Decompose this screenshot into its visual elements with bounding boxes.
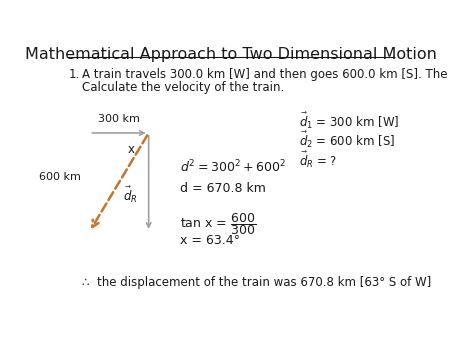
Text: A train travels 300.0 km [W] and then goes 600.0 km [S]. The trip takes 11.0 h.: A train travels 300.0 km [W] and then go… (82, 68, 450, 81)
Text: $\vec{d}_R$ = ?: $\vec{d}_R$ = ? (299, 150, 337, 170)
Text: $d^2 = 300^2 + 600^2$: $d^2 = 300^2 + 600^2$ (180, 159, 286, 175)
Text: x: x (128, 143, 135, 156)
Text: ∴  the displacement of the train was 670.8 km [63° S of W]: ∴ the displacement of the train was 670.… (82, 276, 432, 289)
Text: tan x = $\dfrac{600}{300}$: tan x = $\dfrac{600}{300}$ (180, 211, 256, 237)
Text: Mathematical Approach to Two Dimensional Motion: Mathematical Approach to Two Dimensional… (25, 47, 436, 62)
Text: $\vec{d}_2$ = 600 km [S]: $\vec{d}_2$ = 600 km [S] (299, 130, 395, 150)
Text: d = 670.8 km: d = 670.8 km (180, 183, 266, 195)
Text: 600 km: 600 km (39, 172, 81, 182)
Text: 1.: 1. (68, 68, 80, 81)
Text: x = 63.4°: x = 63.4° (180, 235, 240, 247)
Text: 300 km: 300 km (98, 114, 140, 124)
Text: $\vec{d}_1$ = 300 km [W]: $\vec{d}_1$ = 300 km [W] (299, 111, 399, 131)
Text: $\vec{d}_R$: $\vec{d}_R$ (122, 185, 137, 205)
Text: Calculate the velocity of the train.: Calculate the velocity of the train. (82, 81, 285, 94)
